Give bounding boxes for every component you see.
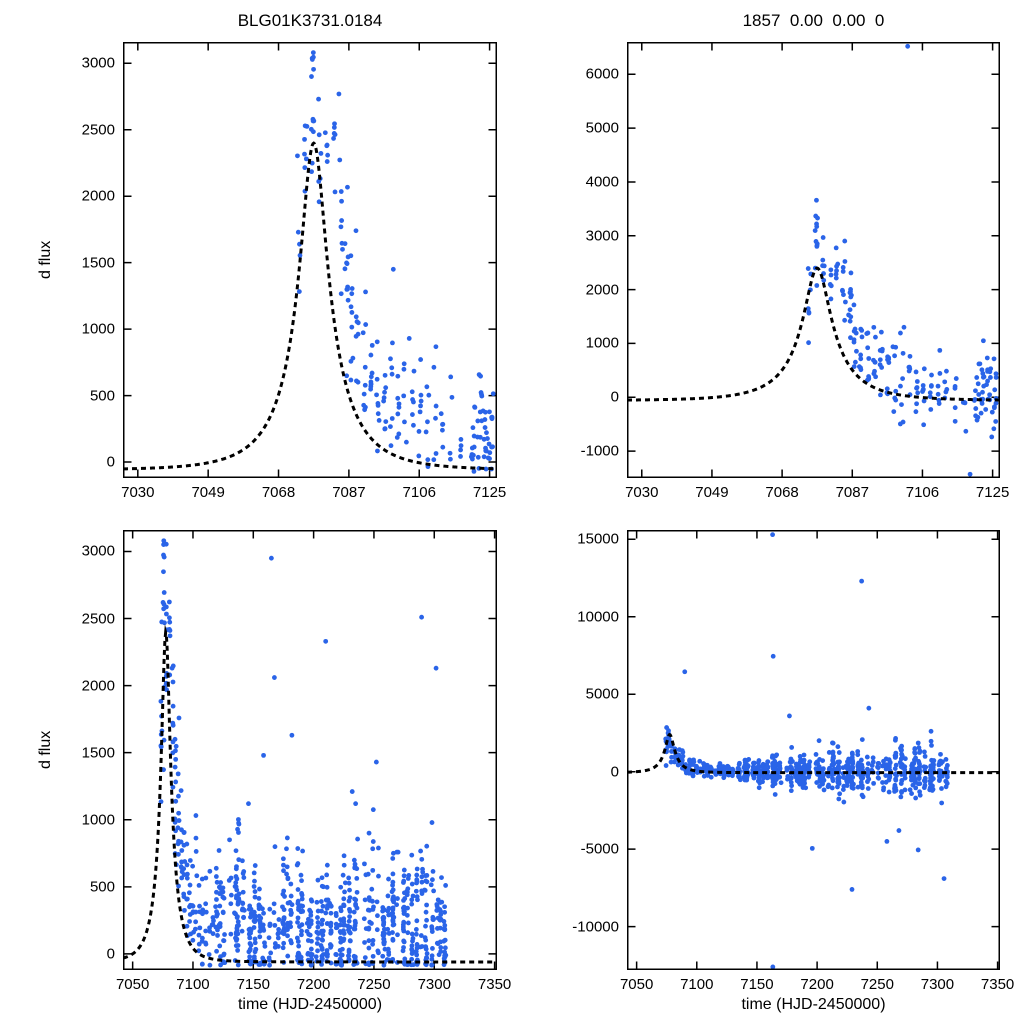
y-tick-label: 1000 <box>81 320 115 338</box>
x-tick-label: 7125 <box>975 484 1010 501</box>
y-axis-label: d flux <box>37 240 54 280</box>
y-tick-label: 5000 <box>585 119 619 137</box>
y-tick-label: 2500 <box>81 610 115 628</box>
x-tick-label: 7250 <box>860 976 894 993</box>
x-tick-label: 7106 <box>402 484 436 501</box>
plot-canvas-bottom-right <box>627 530 1000 970</box>
x-tick-label: 7050 <box>115 976 150 993</box>
y-tick-label: 0 <box>610 763 619 781</box>
x-tick-label: 7106 <box>905 484 940 501</box>
y-tick-label: 3000 <box>585 227 619 245</box>
x-tick-label: 7100 <box>176 976 210 993</box>
x-tick-label: 7068 <box>765 484 799 501</box>
y-tick-label: 4000 <box>585 173 619 191</box>
x-axis-label: time (HJD-2450000) <box>741 996 886 1013</box>
x-tick-label: 7050 <box>619 976 654 993</box>
y-axis-label: d flux <box>37 730 54 770</box>
x-tick-label: 7150 <box>740 976 774 993</box>
x-tick-label: 7030 <box>121 484 155 501</box>
x-tick-label: 7250 <box>357 976 391 993</box>
x-tick-label: 7087 <box>332 484 366 501</box>
y-tick-label: 1500 <box>81 744 115 762</box>
y-tick-label: 6000 <box>585 65 619 83</box>
y-tick-label: 1000 <box>585 334 619 352</box>
y-tick-label: 3000 <box>81 54 115 72</box>
y-tick-label: 0 <box>106 945 115 963</box>
plot-canvas-top-right <box>627 42 1000 478</box>
panel-top-left: BLG01K3731.0184 d flux 7030 7049 7068 7087 7… <box>37 11 506 501</box>
x-tick-label: 7350 <box>980 976 1015 993</box>
panel-top-right: 1857 0.00 0.00 0 7030 7049 7068 7087 7106 712… <box>581 11 1010 501</box>
x-tick-label: 7049 <box>695 484 729 501</box>
y-tick-label: 2000 <box>81 677 115 695</box>
plot-canvas-top-left <box>123 42 497 478</box>
x-tick-label: 7068 <box>261 484 296 501</box>
y-tick-label: 2000 <box>81 187 115 205</box>
y-tick-label: 0 <box>106 453 115 471</box>
y-tick-label: 2500 <box>81 121 115 139</box>
y-tick-label: 500 <box>89 878 115 896</box>
x-tick-label: 7150 <box>236 976 270 993</box>
y-tick-label: -5000 <box>580 840 619 858</box>
x-tick-label: 7200 <box>296 976 331 993</box>
x-tick-label: 7300 <box>417 976 451 993</box>
x-tick-label: 7049 <box>191 484 225 501</box>
x-axis-label: time (HJD-2450000) <box>237 996 383 1013</box>
plot-canvas-bottom-left <box>123 530 497 970</box>
panel-title: 1857 0.00 0.00 0 <box>742 11 885 30</box>
x-tick-label: 7125 <box>472 484 507 501</box>
y-tick-label: 500 <box>89 387 115 405</box>
x-tick-label: 7030 <box>625 484 659 501</box>
y-tick-label: 1500 <box>81 254 115 272</box>
y-tick-label: 2000 <box>585 281 619 299</box>
x-tick-label: 7300 <box>920 976 955 993</box>
y-tick-label: 10000 <box>577 608 619 626</box>
panel-bottom-left: d flux time (HJD-2450000) 7050 7100 7150 72… <box>37 530 511 1013</box>
panel-title: BLG01K3731.0184 <box>237 11 383 30</box>
x-tick-label: 7200 <box>800 976 834 993</box>
y-tick-label: 3000 <box>81 542 115 560</box>
x-tick-label: 7100 <box>680 976 714 993</box>
x-tick-label: 7350 <box>477 976 512 993</box>
y-tick-label: 0 <box>610 388 619 406</box>
y-tick-label: 1000 <box>81 811 115 829</box>
y-tick-label: 5000 <box>585 685 619 703</box>
y-tick-label: -10000 <box>572 918 619 936</box>
y-tick-label: -1000 <box>580 442 619 460</box>
y-tick-label: 15000 <box>577 530 619 548</box>
panel-bottom-right: time (HJD-2450000) 7050 7100 7150 7200 7250 7… <box>572 530 1014 1013</box>
x-tick-label: 7087 <box>835 484 869 501</box>
